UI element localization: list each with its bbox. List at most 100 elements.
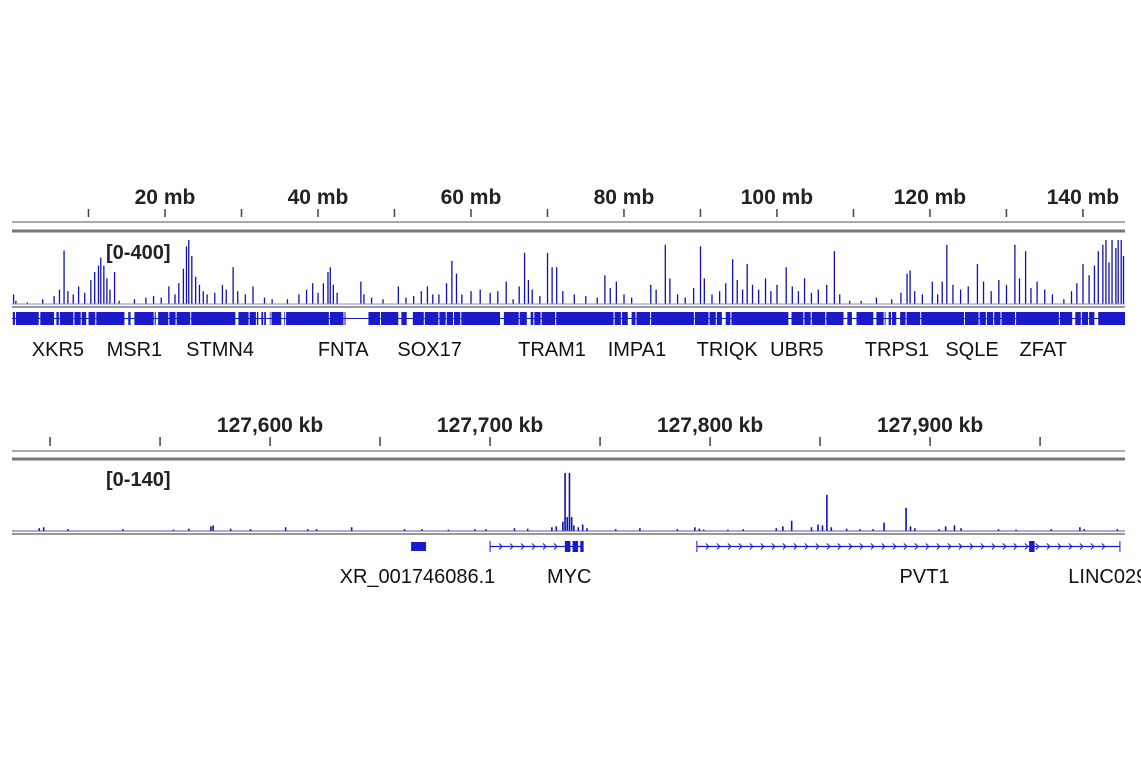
- signal-bar: [692, 288, 695, 304]
- signal-bar: [1116, 529, 1119, 531]
- signal-bar: [38, 528, 41, 531]
- signal-bar: [527, 280, 530, 304]
- signal-bar: [1082, 264, 1084, 304]
- top-signal-track[interactable]: [12, 240, 1125, 304]
- strand-arrow: [837, 543, 842, 550]
- signal-bar: [327, 272, 329, 304]
- signal-bar: [826, 284, 828, 304]
- signal-bar: [185, 246, 188, 304]
- signal-bar: [570, 517, 573, 531]
- strand-arrow: [760, 543, 765, 550]
- signal-bar: [941, 281, 943, 304]
- signal-bar: [551, 267, 553, 304]
- signal-bar: [860, 300, 862, 304]
- signal-bar: [420, 291, 422, 304]
- signal-bar: [581, 524, 584, 531]
- signal-bar: [703, 278, 705, 304]
- signal-bar: [1051, 294, 1054, 304]
- strand-arrow: [727, 543, 732, 550]
- signal-bar: [604, 275, 606, 304]
- signal-bar: [764, 278, 767, 304]
- signal-bar: [122, 529, 124, 531]
- strand-arrow: [859, 543, 864, 550]
- signal-bar: [445, 283, 448, 304]
- signal-bar: [202, 291, 204, 304]
- signal-bar: [1018, 278, 1021, 304]
- signal-bar: [702, 529, 705, 531]
- signal-bar: [555, 526, 558, 531]
- signal-bar: [655, 289, 657, 304]
- signal-bar: [676, 294, 679, 304]
- signal-bar: [946, 244, 948, 304]
- signal-bar: [1063, 299, 1065, 304]
- signal-bar: [67, 529, 69, 531]
- signal-bar: [694, 527, 696, 531]
- signal-bar: [639, 528, 641, 531]
- signal-bar: [26, 302, 28, 304]
- signal-bar: [160, 297, 162, 304]
- signal-bar: [67, 291, 69, 304]
- signal-bar: [1117, 240, 1119, 304]
- signal-bar: [1050, 529, 1053, 531]
- signal-bar: [225, 289, 227, 304]
- strand-arrow: [1035, 543, 1040, 550]
- signal-bar: [585, 296, 587, 304]
- signal-bar: [77, 286, 80, 304]
- signal-bar: [623, 294, 625, 304]
- signal-bar: [906, 273, 908, 304]
- signal-bar: [566, 517, 569, 531]
- strand-arrow: [531, 543, 536, 550]
- signal-bar: [41, 299, 44, 304]
- top-ruler: 20 mb 40 mb 60 mb 80 mb 100 mb 120 mb 140 mb: [87, 186, 1119, 217]
- signal-bar: [746, 264, 748, 304]
- strand-arrow: [749, 543, 754, 550]
- bottom-signal-track[interactable]: [38, 472, 1119, 531]
- gene-label: XKR5: [32, 339, 84, 361]
- signal-bar: [556, 267, 558, 304]
- signal-bar: [298, 294, 300, 304]
- strand-arrow: [815, 543, 820, 550]
- signal-bar: [497, 291, 499, 304]
- strand-arrow: [1090, 543, 1095, 550]
- signal-bar: [817, 524, 819, 531]
- signal-bar: [451, 260, 453, 304]
- axis-tick-label: 40 mb: [288, 186, 349, 209]
- bottom-gene-track[interactable]: [411, 541, 1121, 552]
- signal-bar: [914, 528, 916, 531]
- strand-arrow: [1046, 543, 1051, 550]
- strand-arrow: [914, 543, 919, 550]
- strand-arrow: [1057, 543, 1062, 550]
- strand-arrow: [826, 543, 831, 550]
- signal-bar: [952, 284, 954, 304]
- signal-bar: [1030, 288, 1032, 304]
- top-gene-labels: XKR5 MSR1 STMN4 FNTA SOX17 TRAM1 IMPA1 TRIQK UBR…: [32, 339, 1067, 361]
- strand-arrow: [520, 543, 525, 550]
- signal-bar: [109, 289, 111, 304]
- gene-exon: [411, 542, 427, 551]
- signal-bar: [914, 291, 916, 304]
- signal-bar: [615, 281, 618, 304]
- gene-label: SQLE: [945, 339, 998, 361]
- strand-arrow: [991, 543, 996, 550]
- signal-bar: [900, 292, 902, 304]
- signal-bar: [810, 527, 813, 531]
- signal-bar: [360, 281, 362, 304]
- signal-bar: [562, 291, 564, 304]
- signal-bar: [412, 296, 415, 304]
- strand-arrow: [1101, 543, 1106, 550]
- strand-arrow: [1024, 543, 1029, 550]
- signal-bar: [103, 265, 105, 304]
- signal-bar: [849, 300, 851, 304]
- signal-bar: [306, 529, 309, 531]
- signal-bar: [909, 270, 911, 304]
- signal-bar: [742, 529, 745, 531]
- signal-bar: [526, 528, 529, 531]
- top-gene-track[interactable]: [12, 312, 1125, 325]
- signal-bar: [785, 267, 787, 304]
- axis-tick-label: 127,800 kb: [657, 414, 763, 437]
- signal-bar: [252, 286, 254, 304]
- signal-bar: [317, 292, 319, 304]
- signal-bar: [315, 529, 318, 531]
- signal-bar: [1105, 240, 1107, 304]
